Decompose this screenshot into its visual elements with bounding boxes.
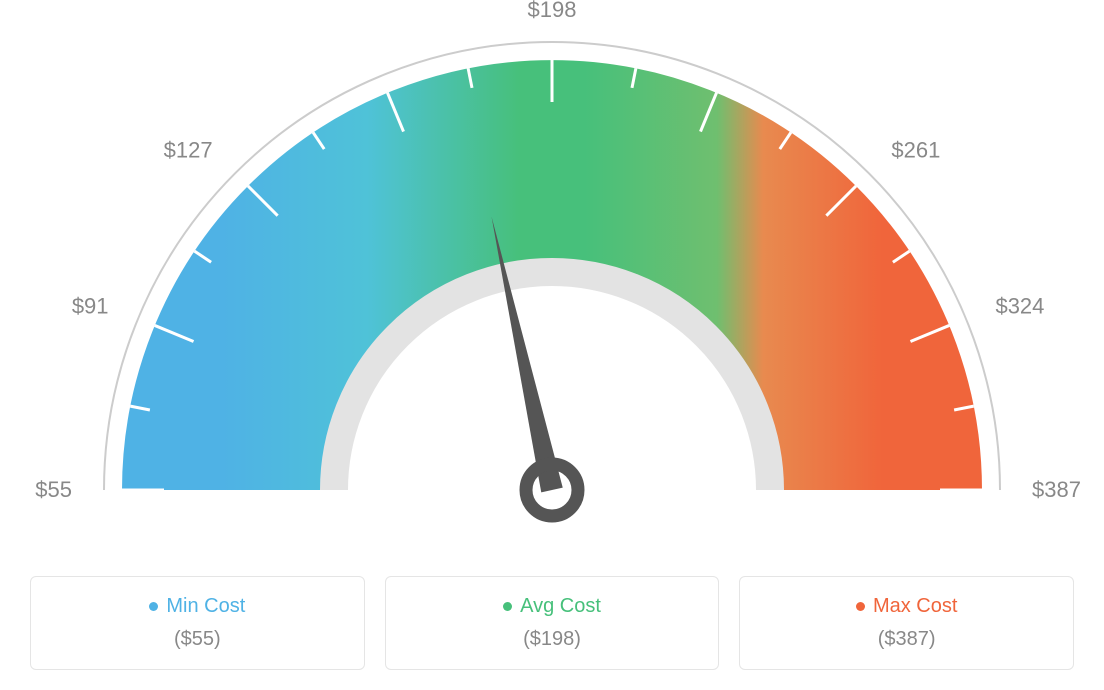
legend-row: Min Cost ($55) Avg Cost ($198) Max Cost … [0,576,1104,670]
legend-dot-max [856,602,865,611]
legend-value-avg: ($198) [396,628,709,651]
svg-text:$324: $324 [995,293,1044,318]
legend-dot-avg [503,602,512,611]
legend-card-avg: Avg Cost ($198) [385,576,720,670]
legend-title-avg: Avg Cost [503,595,601,618]
svg-text:$91: $91 [72,293,109,318]
legend-title-max: Max Cost [856,595,957,618]
legend-label-max: Max Cost [873,595,957,618]
svg-text:$198: $198 [528,0,577,22]
svg-text:$387: $387 [1032,477,1081,502]
legend-value-min: ($55) [41,628,354,651]
svg-text:$261: $261 [891,138,940,163]
gauge-area: $55 $91 $127 $198 $261 $324 $387 [0,0,1104,560]
legend-value-max: ($387) [750,628,1063,651]
legend-card-min: Min Cost ($55) [30,576,365,670]
svg-text:$55: $55 [35,477,72,502]
gauge-chart-container: $55 $91 $127 $198 $261 $324 $387 Min Cost ($55… [0,0,1104,690]
gauge-svg: $55 $91 $127 $198 $261 $324 $387 [0,0,1104,560]
legend-dot-min [149,602,158,611]
legend-card-max: Max Cost ($387) [739,576,1074,670]
legend-label-min: Min Cost [166,595,245,618]
svg-text:$127: $127 [164,138,213,163]
legend-label-avg: Avg Cost [520,595,601,618]
legend-title-min: Min Cost [149,595,245,618]
